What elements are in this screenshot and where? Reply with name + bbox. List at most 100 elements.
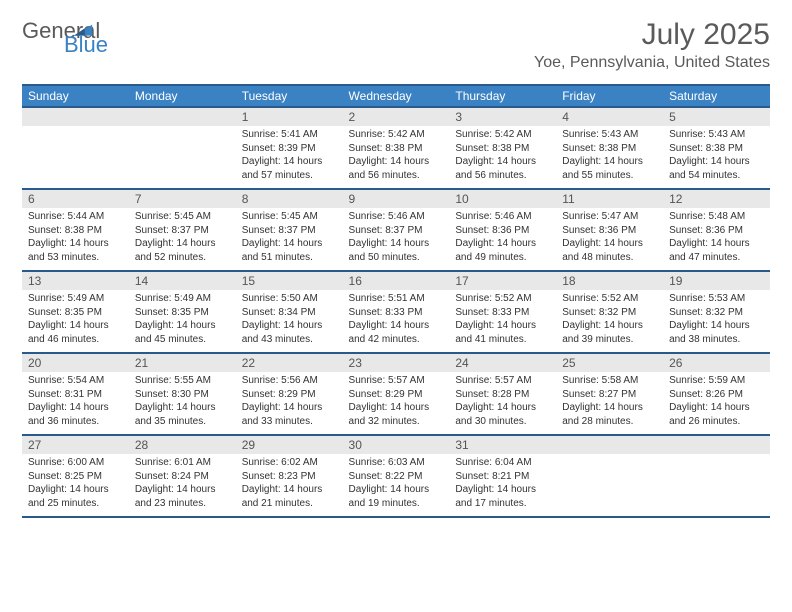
day-details: Sunrise: 5:52 AM Sunset: 8:32 PM Daylight:… <box>556 290 663 350</box>
day-details: Sunrise: 5:54 AMSunset: 8:31 PMDaylight:… <box>22 372 129 432</box>
day-details: Sunrise: 6:02 AMSunset: 8:23 PMDaylight:… <box>236 454 343 514</box>
day-cell <box>22 107 129 189</box>
sunset-line: Sunset: 8:36 PM <box>562 225 636 236</box>
day-cell: 27Sunrise: 6:00 AMSunset: 8:25 PMDayligh… <box>22 435 129 517</box>
sunset-line: Sunset: 8:28 PM <box>455 389 529 400</box>
day-number: 22 <box>236 354 343 372</box>
day-details: Sunrise: 6:01 AMSunset: 8:24 PMDaylight:… <box>129 454 236 514</box>
daylight-line: Daylight: 14 hours and 48 minutes. <box>562 238 643 263</box>
day-cell: 8Sunrise: 5:45 AMSunset: 8:37 PMDaylight… <box>236 189 343 271</box>
day-number: 10 <box>449 190 556 208</box>
daylight-line: Daylight: 14 hours and 26 minutes. <box>669 402 750 427</box>
day-details: Sunrise: 5:43 AMSunset: 8:38 PMDaylight:… <box>663 126 770 186</box>
sunset-line: Sunset: 8:22 PM <box>349 471 423 482</box>
sunrise-line: Sunrise: 6:04 AM <box>455 457 531 468</box>
sunset-line: Sunset: 8:29 PM <box>349 389 423 400</box>
sunset-line: Sunset: 8:32 PM <box>669 307 743 318</box>
day-number: 21 <box>129 354 236 372</box>
day-cell: 28Sunrise: 6:01 AMSunset: 8:24 PMDayligh… <box>129 435 236 517</box>
week-row: 13Sunrise: 5:49 AMSunset: 8:35 PMDayligh… <box>22 271 770 353</box>
sunrise-line: Sunrise: 5:53 AM <box>669 293 745 304</box>
day-cell: 26Sunrise: 5:59 AMSunset: 8:26 PMDayligh… <box>663 353 770 435</box>
daylight-line: Daylight: 14 hours and 39 minutes. <box>562 320 643 345</box>
sunset-line: Sunset: 8:26 PM <box>669 389 743 400</box>
daylight-line: Daylight: 14 hours and 21 minutes. <box>242 484 323 509</box>
daylight-line: Daylight: 14 hours and 53 minutes. <box>28 238 109 263</box>
day-header-sunday: Sunday <box>22 85 129 107</box>
title-block: July 2025 Yoe, Pennsylvania, United Stat… <box>534 18 770 72</box>
day-number: 9 <box>343 190 450 208</box>
daylight-line: Daylight: 14 hours and 49 minutes. <box>455 238 536 263</box>
sunset-line: Sunset: 8:36 PM <box>455 225 529 236</box>
daylight-line: Daylight: 14 hours and 38 minutes. <box>669 320 750 345</box>
day-cell: 13Sunrise: 5:49 AMSunset: 8:35 PMDayligh… <box>22 271 129 353</box>
daylight-line: Daylight: 14 hours and 55 minutes. <box>562 156 643 181</box>
daylight-line: Daylight: 14 hours and 28 minutes. <box>562 402 643 427</box>
day-cell: 1Sunrise: 5:41 AMSunset: 8:39 PMDaylight… <box>236 107 343 189</box>
sunset-line: Sunset: 8:23 PM <box>242 471 316 482</box>
day-number: 19 <box>663 272 770 290</box>
daylight-line: Daylight: 14 hours and 41 minutes. <box>455 320 536 345</box>
sunset-line: Sunset: 8:37 PM <box>349 225 423 236</box>
day-details: Sunrise: 5:42 AMSunset: 8:38 PMDaylight:… <box>343 126 450 186</box>
sunset-line: Sunset: 8:24 PM <box>135 471 209 482</box>
sunrise-line: Sunrise: 5:45 AM <box>135 211 211 222</box>
sunrise-line: Sunrise: 5:58 AM <box>562 375 638 386</box>
calendar-page: General Blue July 2025 Yoe, Pennsylvania… <box>0 0 792 528</box>
daylight-line: Daylight: 14 hours and 57 minutes. <box>242 156 323 181</box>
daylight-line: Daylight: 14 hours and 52 minutes. <box>135 238 216 263</box>
daylight-line: Daylight: 14 hours and 32 minutes. <box>349 402 430 427</box>
sunset-line: Sunset: 8:38 PM <box>669 143 743 154</box>
day-number: 29 <box>236 436 343 454</box>
sunrise-line: Sunrise: 5:51 AM <box>349 293 425 304</box>
week-row: 20Sunrise: 5:54 AMSunset: 8:31 PMDayligh… <box>22 353 770 435</box>
week-row: 27Sunrise: 6:00 AMSunset: 8:25 PMDayligh… <box>22 435 770 517</box>
sunset-line: Sunset: 8:38 PM <box>28 225 102 236</box>
day-number: 23 <box>343 354 450 372</box>
daylight-line: Daylight: 14 hours and 47 minutes. <box>669 238 750 263</box>
day-cell: 14Sunrise: 5:49 AMSunset: 8:35 PMDayligh… <box>129 271 236 353</box>
daylight-line: Daylight: 14 hours and 19 minutes. <box>349 484 430 509</box>
day-details: Sunrise: 5:46 AMSunset: 8:37 PMDaylight:… <box>343 208 450 268</box>
sunset-line: Sunset: 8:33 PM <box>455 307 529 318</box>
sunrise-line: Sunrise: 5:52 AM <box>562 293 638 304</box>
sunrise-line: Sunrise: 5:48 AM <box>669 211 745 222</box>
day-cell: 9Sunrise: 5:46 AMSunset: 8:37 PMDaylight… <box>343 189 450 271</box>
day-details: Sunrise: 5:44 AMSunset: 8:38 PMDaylight:… <box>22 208 129 268</box>
daylight-line: Daylight: 14 hours and 51 minutes. <box>242 238 323 263</box>
daylight-line: Daylight: 14 hours and 25 minutes. <box>28 484 109 509</box>
day-cell <box>663 435 770 517</box>
day-details: Sunrise: 5:48 AMSunset: 8:36 PMDaylight:… <box>663 208 770 268</box>
sunrise-line: Sunrise: 5:41 AM <box>242 129 318 140</box>
day-number: 26 <box>663 354 770 372</box>
day-details: Sunrise: 5:59 AMSunset: 8:26 PMDaylight:… <box>663 372 770 432</box>
daylight-line: Daylight: 14 hours and 36 minutes. <box>28 402 109 427</box>
day-details: Sunrise: 5:47 AMSunset: 8:36 PMDaylight:… <box>556 208 663 268</box>
sunrise-line: Sunrise: 5:50 AM <box>242 293 318 304</box>
sunrise-line: Sunrise: 5:55 AM <box>135 375 211 386</box>
day-details: Sunrise: 5:49 AMSunset: 8:35 PMDaylight:… <box>129 290 236 350</box>
day-header-monday: Monday <box>129 85 236 107</box>
day-details: Sunrise: 6:04 AMSunset: 8:21 PMDaylight:… <box>449 454 556 514</box>
sunrise-line: Sunrise: 5:42 AM <box>455 129 531 140</box>
day-cell: 29Sunrise: 6:02 AMSunset: 8:23 PMDayligh… <box>236 435 343 517</box>
day-number: 30 <box>343 436 450 454</box>
day-number: 18 <box>556 272 663 290</box>
sunset-line: Sunset: 8:35 PM <box>135 307 209 318</box>
day-details: Sunrise: 6:03 AMSunset: 8:22 PMDaylight:… <box>343 454 450 514</box>
sunrise-line: Sunrise: 5:57 AM <box>349 375 425 386</box>
day-number: 27 <box>22 436 129 454</box>
day-cell: 31Sunrise: 6:04 AMSunset: 8:21 PMDayligh… <box>449 435 556 517</box>
sunrise-line: Sunrise: 5:54 AM <box>28 375 104 386</box>
day-cell: 7Sunrise: 5:45 AMSunset: 8:37 PMDaylight… <box>129 189 236 271</box>
day-cell: 3Sunrise: 5:42 AMSunset: 8:38 PMDaylight… <box>449 107 556 189</box>
day-cell: 30Sunrise: 6:03 AMSunset: 8:22 PMDayligh… <box>343 435 450 517</box>
sunset-line: Sunset: 8:32 PM <box>562 307 636 318</box>
daylight-line: Daylight: 14 hours and 56 minutes. <box>455 156 536 181</box>
sunrise-line: Sunrise: 5:42 AM <box>349 129 425 140</box>
month-title: July 2025 <box>534 18 770 52</box>
day-details: Sunrise: 5:58 AMSunset: 8:27 PMDaylight:… <box>556 372 663 432</box>
empty-day <box>663 436 770 454</box>
day-details: Sunrise: 5:55 AMSunset: 8:30 PMDaylight:… <box>129 372 236 432</box>
sunset-line: Sunset: 8:21 PM <box>455 471 529 482</box>
